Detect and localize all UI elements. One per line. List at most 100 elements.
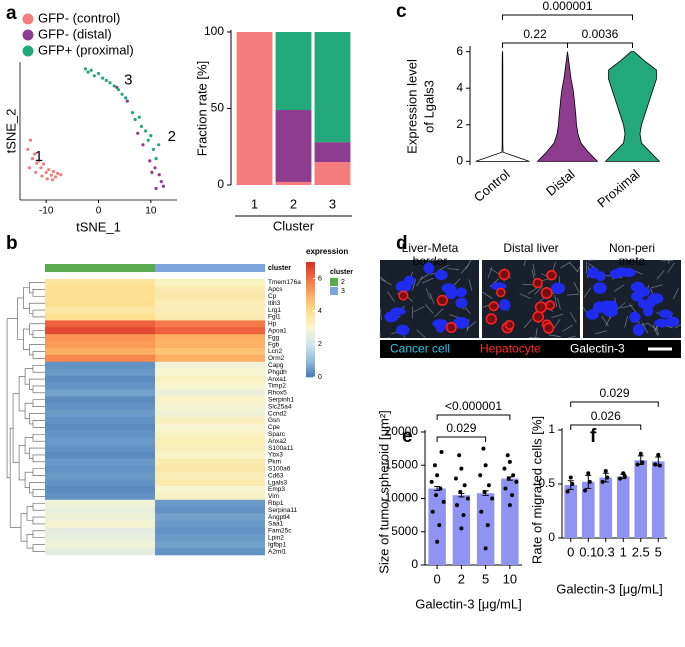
membrane <box>379 308 382 321</box>
membrane <box>380 279 392 286</box>
point <box>51 169 56 174</box>
nucleus <box>638 286 651 297</box>
nucleus <box>390 307 406 316</box>
colorbar-step <box>306 342 315 345</box>
heatmap-cell <box>155 444 265 452</box>
error-bar <box>585 474 592 489</box>
dendrogram <box>18 445 26 481</box>
heatmap-cell <box>155 513 265 521</box>
dendrogram <box>32 489 45 497</box>
micrograph-title: Distal liver <box>503 241 558 255</box>
heatmap-cell <box>45 513 155 521</box>
dendrogram <box>24 437 33 454</box>
heatmap-cell <box>45 368 155 376</box>
legend-label: GFP+ (proximal) <box>38 42 134 57</box>
point <box>137 115 141 119</box>
point <box>41 162 46 166</box>
colorbar-step <box>306 323 315 326</box>
hepatocyte-nucleus <box>485 313 497 325</box>
x-tick-label: 2.5 <box>632 544 650 559</box>
dendrogram <box>20 513 27 542</box>
dendrogram <box>32 330 45 338</box>
colorbar-step <box>306 338 315 341</box>
dendrogram <box>17 297 24 340</box>
y-tick-label: 6 <box>456 44 463 58</box>
membrane <box>554 294 558 307</box>
colorbar-step <box>306 298 315 301</box>
p-value: 0.22 <box>523 27 547 41</box>
heatmap-cell <box>155 375 265 383</box>
membrane <box>416 329 426 339</box>
hepatocyte-nucleus <box>436 294 448 307</box>
point <box>26 147 30 151</box>
y-tick-label: 10000 <box>385 491 419 505</box>
heatmap-cell <box>155 417 265 425</box>
colorbar-step <box>306 269 315 272</box>
bar <box>634 460 648 538</box>
significance-bracket <box>570 401 659 407</box>
significance-bracket <box>502 42 568 48</box>
point <box>455 503 460 508</box>
colorbar-step <box>306 352 315 355</box>
heatmap-cell <box>155 548 265 556</box>
dendrogram <box>24 368 33 385</box>
point <box>144 129 148 133</box>
point <box>435 473 440 478</box>
error-bar <box>506 476 513 481</box>
membrane <box>437 264 449 272</box>
point <box>505 453 510 458</box>
row-label: Ybx3 <box>268 452 283 459</box>
y-axis-label: Size of tumor spheroid [μm²] <box>376 410 391 574</box>
row-label: Gsn <box>268 417 280 424</box>
error-bar <box>620 473 627 480</box>
row-label: Fgb <box>268 341 280 348</box>
x-tick-label: Proximal <box>594 166 642 210</box>
x-tick-label: 0 <box>434 571 441 586</box>
point <box>35 161 39 165</box>
cluster-strip <box>45 264 155 272</box>
x-tick-label: 3 <box>329 196 336 211</box>
nucleus <box>587 267 600 279</box>
membrane <box>595 330 607 335</box>
point <box>507 459 512 464</box>
point <box>153 166 157 170</box>
membrane <box>613 284 625 292</box>
colorbar-step <box>306 373 315 376</box>
bar <box>501 478 519 565</box>
colorbar-step <box>306 329 315 332</box>
heatmap-cell <box>155 520 265 528</box>
point <box>136 131 140 135</box>
colorbar-step <box>306 290 315 293</box>
colorbar-step <box>306 294 315 297</box>
colorbar-step <box>306 267 315 270</box>
heatmap-cell <box>45 437 155 445</box>
dendrogram <box>29 323 45 335</box>
row-header: cluster <box>268 265 291 272</box>
membrane <box>482 291 493 300</box>
p-value: 0.029 <box>599 386 629 400</box>
heatmap-cell <box>45 361 155 369</box>
heatmap-cell <box>155 527 265 535</box>
heatmap-cell <box>45 451 155 459</box>
row-label: Vim <box>268 493 279 500</box>
heatmap-cell <box>45 541 155 549</box>
point <box>56 171 60 175</box>
membrane <box>487 266 493 279</box>
colorbar-step <box>306 332 315 336</box>
legend-label: 3 <box>341 288 345 295</box>
membrane <box>569 262 579 273</box>
point <box>481 446 486 451</box>
point <box>435 539 440 544</box>
legend-text: Cancer cell <box>390 342 450 356</box>
violin <box>604 51 661 162</box>
bar-segment <box>275 110 312 182</box>
point <box>565 489 570 494</box>
hepatocyte-nucleus <box>445 322 457 334</box>
dendrogram <box>29 344 45 356</box>
colorbar-step <box>306 302 315 305</box>
colorbar-step <box>306 325 315 328</box>
y-axis-label: tSNE_2 <box>3 109 18 154</box>
membrane <box>527 286 539 295</box>
membrane <box>557 297 561 310</box>
membrane <box>615 302 626 311</box>
